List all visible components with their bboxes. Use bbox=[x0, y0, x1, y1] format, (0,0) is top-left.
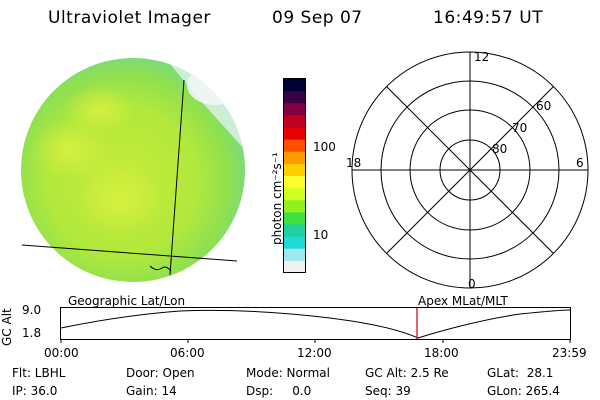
colorbar-band bbox=[284, 79, 305, 92]
glon-info: GLon: 265.4 bbox=[487, 384, 560, 398]
gc-alt-info: GC Alt: 2.5 Re bbox=[365, 366, 449, 380]
colorbar-band bbox=[284, 127, 305, 141]
colorbar-band bbox=[284, 163, 305, 177]
timeline-ytick-bottom: 1.8 bbox=[22, 326, 42, 340]
polar-mlat-mlt-plot: 12 18 6 0 60 70 80 bbox=[346, 50, 589, 291]
timeline-xtick-0000: 00:00 bbox=[44, 346, 79, 360]
lat-label-80: 80 bbox=[492, 142, 507, 156]
colorbar-band bbox=[284, 188, 305, 201]
colorbar-band bbox=[284, 200, 305, 213]
timeline-xtick-1800: 18:00 bbox=[424, 346, 459, 360]
colorbar-band bbox=[284, 248, 305, 262]
colorbar-tick-100: 100 bbox=[313, 140, 336, 154]
glat-info: GLat: 28.1 bbox=[487, 366, 554, 380]
date-label: 09 Sep 07 bbox=[272, 8, 363, 28]
timeline-y-axis-label: GC Alt bbox=[0, 308, 14, 346]
instrument-title: Ultraviolet Imager bbox=[48, 8, 211, 28]
colorbar-band bbox=[284, 212, 305, 225]
timeline-right-title: Apex MLat/MLT bbox=[418, 294, 508, 308]
timeline-xtick-2359: 23:59 bbox=[552, 346, 587, 360]
color-scale-bar bbox=[283, 78, 306, 274]
colorbar-tick-10: 10 bbox=[313, 228, 329, 242]
mlt-label-6: 6 bbox=[576, 156, 584, 170]
timeline-xtick-1200: 12:00 bbox=[297, 346, 332, 360]
timeline-xtick-0600: 06:00 bbox=[170, 346, 205, 360]
mlt-label-18: 18 bbox=[346, 156, 361, 170]
colorbar-band bbox=[284, 115, 305, 128]
earth-texture bbox=[30, 64, 245, 235]
colorbar-band bbox=[284, 224, 305, 238]
polar-diagonal-2 bbox=[386, 86, 554, 254]
colorbar-band bbox=[284, 236, 305, 250]
gain-info: Gain: 14 bbox=[126, 384, 177, 398]
mode-info: Mode: Normal bbox=[246, 366, 330, 380]
mlt-label-0: 0 bbox=[468, 277, 476, 291]
filter-info: Flt: LBHL bbox=[12, 366, 66, 380]
colorbar-unit-label: photon cm⁻²s⁻¹ bbox=[270, 152, 284, 245]
ip-info: IP: 36.0 bbox=[12, 384, 58, 398]
colorbar-band bbox=[284, 176, 305, 189]
lat-label-60: 60 bbox=[536, 99, 551, 113]
door-info: Door: Open bbox=[126, 366, 195, 380]
altitude-curve bbox=[60, 309, 571, 339]
uv-earth-image bbox=[21, 58, 245, 282]
colorbar-band bbox=[284, 103, 305, 116]
colorbar-band bbox=[284, 139, 305, 153]
timeline-x-ticks bbox=[60, 339, 571, 343]
altitude-timeline-chart bbox=[60, 307, 571, 343]
time-label: 16:49:57 UT bbox=[433, 8, 544, 28]
geographic-grid-lines bbox=[21, 79, 238, 276]
mlt-label-12: 12 bbox=[474, 50, 489, 64]
colorbar-band bbox=[284, 151, 305, 165]
seq-info: Seq: 39 bbox=[365, 384, 411, 398]
timeline-left-title: Geographic Lat/Lon bbox=[68, 294, 186, 308]
colorbar-band bbox=[284, 260, 305, 274]
lat-label-70: 70 bbox=[512, 121, 527, 135]
timeline-frame bbox=[60, 307, 571, 340]
colorbar-band bbox=[284, 91, 305, 104]
dsp-info: Dsp: 0.0 bbox=[246, 384, 312, 398]
timeline-ytick-top: 9.0 bbox=[22, 303, 42, 317]
